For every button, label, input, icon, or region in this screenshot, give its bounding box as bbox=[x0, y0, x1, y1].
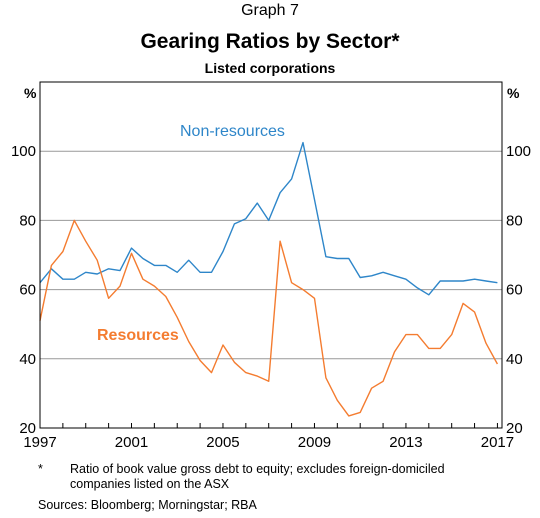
x-tick-2017: 2017 bbox=[481, 434, 514, 451]
series-line-non-resources bbox=[39, 141, 498, 296]
footnote: * Ratio of book value gross debt to equi… bbox=[38, 462, 528, 492]
y-tick-right-80: 80 bbox=[506, 212, 523, 229]
footnote-text: Ratio of book value gross debt to equity… bbox=[70, 462, 445, 491]
y-unit-right: % bbox=[507, 85, 520, 101]
sources-line: Sources: Bloomberg; Morningstar; RBA bbox=[38, 498, 257, 512]
y-tick-left-100: 100 bbox=[11, 143, 36, 160]
plot-frame bbox=[39, 81, 503, 429]
x-tick-2009: 2009 bbox=[298, 434, 331, 451]
x-tick-2005: 2005 bbox=[206, 434, 239, 451]
y-tick-right-20: 20 bbox=[506, 420, 523, 437]
series-lines bbox=[39, 141, 499, 417]
chart-canvas: 20 20 40 40 60 60 80 80 100 100 1997 2001 2005 2009 20… bbox=[11, 81, 531, 451]
y-tick-right-100: 100 bbox=[506, 143, 531, 160]
series-label-non-resources: Non-resources bbox=[180, 123, 285, 140]
footnote-marker: * bbox=[38, 462, 43, 476]
chart-title: Gearing Ratios by Sector* bbox=[140, 30, 400, 53]
y-tick-right-40: 40 bbox=[506, 351, 523, 368]
y-tick-right-60: 60 bbox=[506, 282, 523, 299]
x-tick-1997: 1997 bbox=[23, 434, 56, 451]
graph-number: Graph 7 bbox=[241, 2, 299, 19]
x-tick-2013: 2013 bbox=[389, 434, 422, 451]
x-tick-2001: 2001 bbox=[115, 434, 148, 451]
y-tick-left-40: 40 bbox=[19, 351, 36, 368]
series-label-resources: Resources bbox=[97, 327, 179, 344]
chart-subtitle: Listed corporations bbox=[204, 60, 336, 76]
y-tick-left-80: 80 bbox=[19, 212, 36, 229]
y-unit-left: % bbox=[24, 85, 37, 101]
y-tick-left-60: 60 bbox=[19, 282, 36, 299]
tick-labels: 20 20 40 40 60 60 80 80 100 100 1997 2001 2005 2009 20… bbox=[11, 143, 531, 451]
y-tick-left-20: 20 bbox=[19, 420, 36, 437]
chart-notes: * Ratio of book value gross debt to equi… bbox=[38, 462, 528, 513]
series-line-resources bbox=[39, 219, 499, 417]
